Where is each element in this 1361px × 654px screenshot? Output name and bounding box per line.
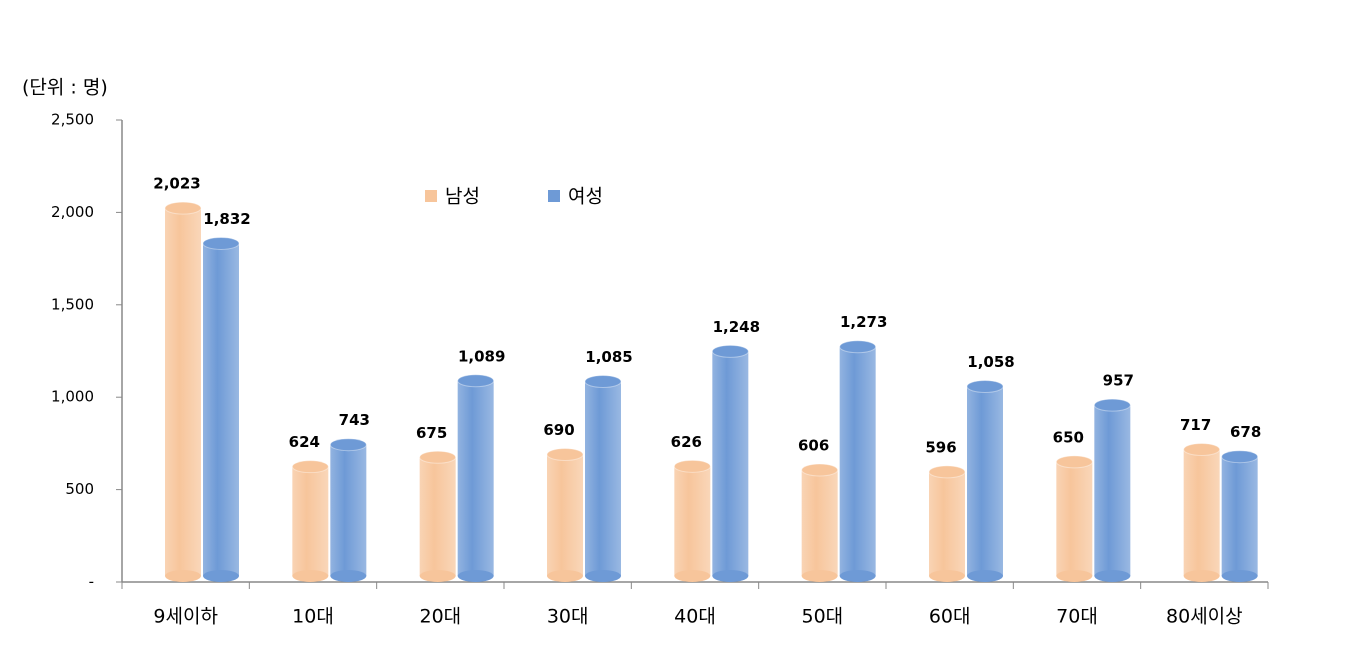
bar-cap xyxy=(584,374,622,388)
bar-cap xyxy=(1093,398,1131,412)
bar xyxy=(203,243,239,576)
bar xyxy=(929,471,965,576)
value-label: 743 xyxy=(339,411,370,429)
bar xyxy=(1221,456,1258,576)
bar-cap xyxy=(711,344,749,358)
bar-cap xyxy=(1055,455,1093,469)
bar-cap xyxy=(673,459,711,473)
bar-cap xyxy=(928,465,966,479)
bar xyxy=(547,454,583,576)
bar xyxy=(330,444,367,576)
bar-cap xyxy=(457,374,495,388)
bar-cap xyxy=(202,236,240,250)
value-label: 1,085 xyxy=(585,348,632,366)
x-tick-label: 20대 xyxy=(419,606,461,628)
legend-swatch xyxy=(425,190,437,202)
bar xyxy=(457,380,494,576)
bar-cap xyxy=(801,463,839,477)
bar xyxy=(712,351,749,576)
value-label: 1,058 xyxy=(967,353,1014,371)
value-label: 596 xyxy=(925,438,956,456)
bar xyxy=(292,466,329,576)
y-tick-label: 1,500 xyxy=(51,295,94,313)
bar xyxy=(1183,449,1220,576)
bar-cap xyxy=(966,379,1004,393)
x-tick-label: 40대 xyxy=(674,606,716,628)
bar-cap xyxy=(419,450,457,464)
bar-cap xyxy=(329,438,367,452)
bar-cap xyxy=(839,340,877,354)
value-label: 2,023 xyxy=(153,175,200,193)
x-tick-label: 60대 xyxy=(929,606,971,628)
bar xyxy=(967,386,1003,576)
y-tick-label: 2,500 xyxy=(51,111,94,129)
bar xyxy=(801,470,838,576)
bar-cap xyxy=(164,201,202,215)
value-label: 675 xyxy=(416,424,447,442)
y-tick-label: 1,000 xyxy=(51,388,94,406)
x-tick-label: 80세이상 xyxy=(1166,606,1243,628)
legend-swatch xyxy=(548,190,560,202)
bar-cap xyxy=(1183,442,1221,456)
value-label: 606 xyxy=(798,437,829,455)
bar xyxy=(1094,405,1131,576)
value-label: 690 xyxy=(543,421,574,439)
value-label: 678 xyxy=(1230,423,1261,441)
value-label: 1,832 xyxy=(203,210,250,228)
value-label: 624 xyxy=(289,433,320,451)
x-tick-label: 50대 xyxy=(801,606,843,628)
value-label: 957 xyxy=(1103,372,1134,390)
bar xyxy=(585,381,621,576)
bar-cap xyxy=(1221,450,1259,464)
bar-cap xyxy=(291,460,329,474)
value-label: 626 xyxy=(671,433,702,451)
x-tick-label: 10대 xyxy=(292,606,334,628)
bar xyxy=(1056,461,1093,576)
x-tick-label: 30대 xyxy=(547,606,589,628)
legend-label: 여성 xyxy=(568,186,603,208)
value-label: 717 xyxy=(1180,416,1211,434)
bar xyxy=(419,457,456,576)
y-tick-label: 500 xyxy=(65,480,94,498)
y-tick-label: - xyxy=(89,573,94,591)
legend-label: 남성 xyxy=(445,186,480,208)
value-label: 1,248 xyxy=(713,318,760,336)
bar-cap xyxy=(546,447,584,461)
y-tick-label: 2,000 xyxy=(51,203,94,221)
x-tick-label: 70대 xyxy=(1056,606,1098,628)
x-tick-label: 9세이하 xyxy=(153,606,218,628)
bar xyxy=(165,208,201,576)
value-label: 1,273 xyxy=(840,313,887,331)
value-label: 650 xyxy=(1053,428,1084,446)
bar xyxy=(839,346,876,576)
bar xyxy=(674,466,711,576)
unit-label: (단위 : 명) xyxy=(22,77,108,99)
value-label: 1,089 xyxy=(458,347,505,365)
